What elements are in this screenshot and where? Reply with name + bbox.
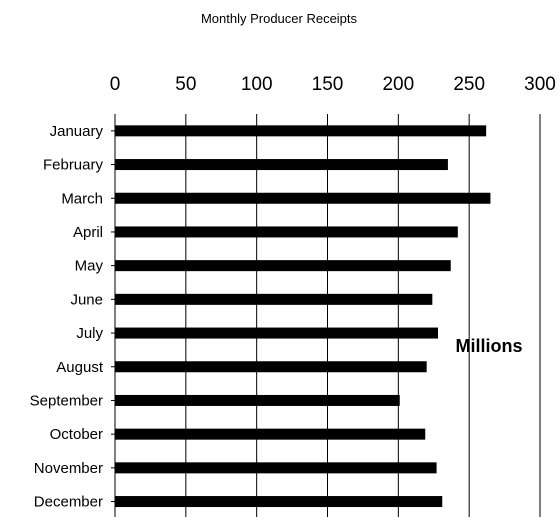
bar <box>115 226 458 238</box>
x-tick-label: 250 <box>453 74 485 95</box>
x-tick-label: 150 <box>312 74 344 95</box>
bar <box>115 260 451 272</box>
unit-label: Millions <box>456 336 523 356</box>
x-tick-label: 200 <box>382 74 414 95</box>
x-axis-ticks: 0 50 100 150 200 250 300 <box>110 74 556 95</box>
x-tick-label: 0 <box>110 74 121 95</box>
category-label: May <box>75 258 104 275</box>
bar <box>115 428 426 440</box>
bar <box>115 159 448 171</box>
category-labels: January February March April May June July Augu… <box>30 123 115 511</box>
x-tick-label: 100 <box>241 74 273 95</box>
bar <box>115 125 487 137</box>
bar <box>115 327 438 339</box>
category-label: October <box>50 426 103 443</box>
category-label: June <box>70 291 103 308</box>
bar <box>115 496 443 508</box>
category-label: November <box>34 460 103 477</box>
category-label: September <box>30 392 103 409</box>
bars <box>115 125 491 508</box>
bar <box>115 192 491 204</box>
category-label: January <box>50 123 104 140</box>
category-label: July <box>76 325 103 342</box>
bar <box>115 361 427 373</box>
category-label: December <box>34 494 103 511</box>
x-tick-label: 300 <box>524 74 556 95</box>
category-label: April <box>73 224 103 241</box>
bar <box>115 293 433 305</box>
bar <box>115 462 437 474</box>
category-label: February <box>43 157 104 174</box>
bar <box>115 394 400 406</box>
grid-lines <box>185 114 541 517</box>
x-tick-label: 50 <box>175 74 196 95</box>
category-label: August <box>56 359 104 376</box>
chart-title: Monthly Producer Receipts <box>201 11 358 26</box>
category-label: March <box>61 190 103 207</box>
